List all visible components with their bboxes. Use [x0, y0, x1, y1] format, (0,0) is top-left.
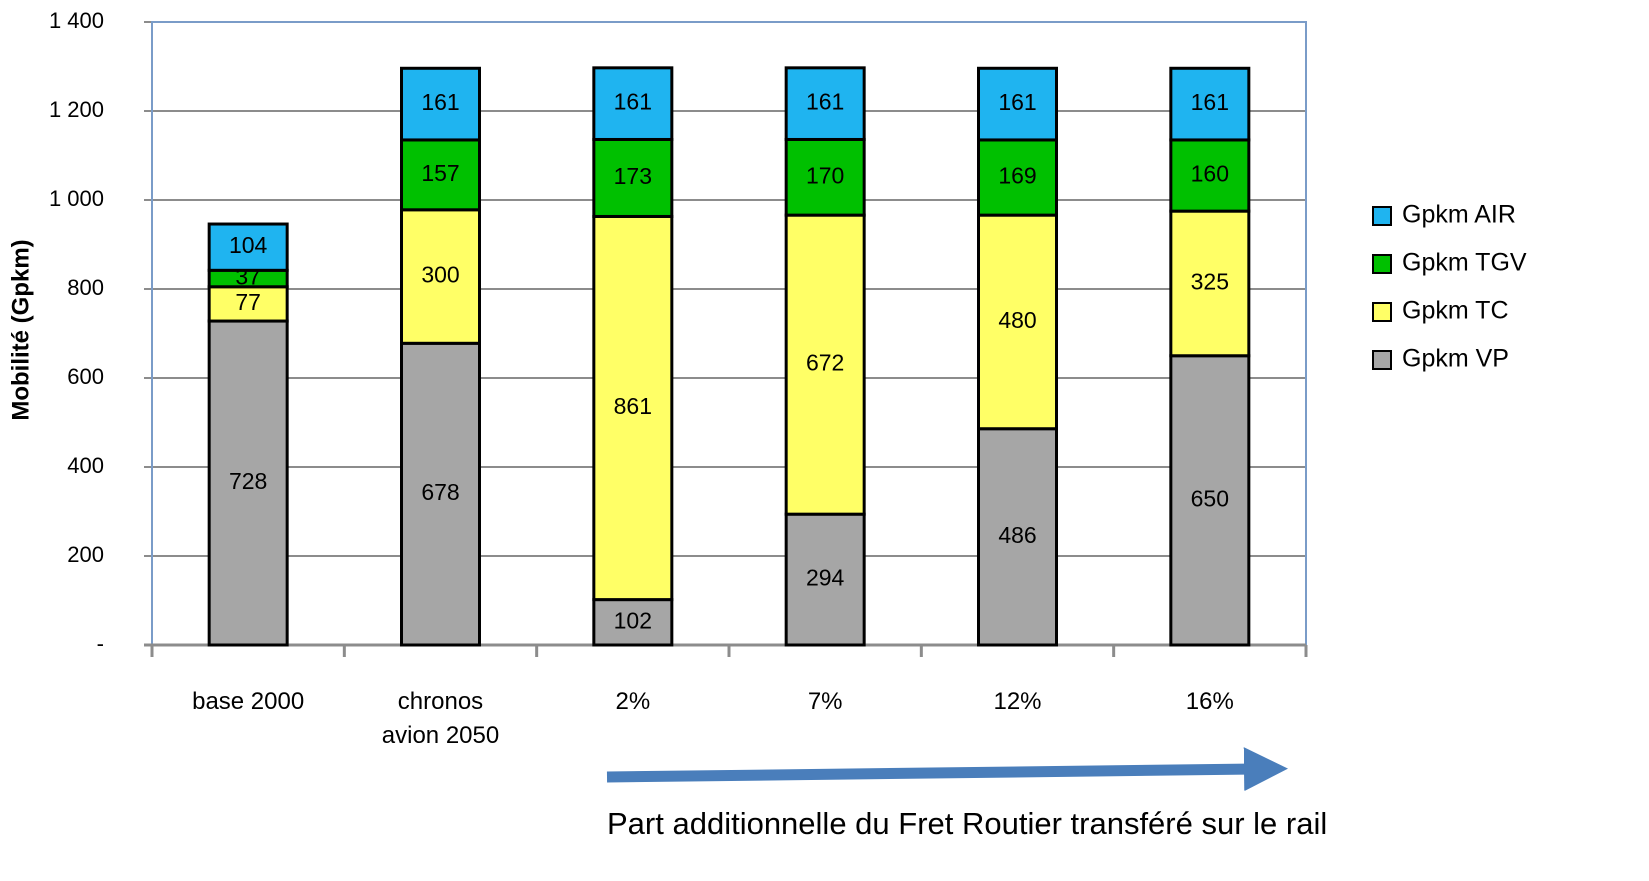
data-label: 104	[229, 232, 268, 258]
data-label: 294	[806, 565, 845, 591]
y-tick-label: -	[97, 631, 104, 656]
bar-segment	[207, 319, 289, 647]
data-label: 486	[998, 522, 1036, 548]
bar-segment	[977, 66, 1058, 142]
annotation: Part additionnelle du Fret Routier trans…	[607, 806, 1327, 841]
x-tick-label: 16%	[1185, 688, 1234, 715]
bar-segment	[592, 214, 674, 602]
legend-swatch	[1372, 254, 1392, 274]
x-tick-label: chronos avion 2050	[381, 688, 500, 749]
legend-swatch	[1372, 206, 1392, 226]
data-label: 102	[614, 607, 652, 633]
data-label: 300	[421, 262, 459, 288]
bar-segment	[592, 137, 674, 218]
legend-swatch	[1372, 302, 1392, 322]
bar-segment	[1169, 209, 1251, 358]
bar-segment	[977, 427, 1058, 647]
legend-label: Gpkm TGV	[1402, 249, 1527, 277]
data-label: 861	[614, 393, 652, 419]
data-label: 161	[998, 89, 1036, 115]
data-label: 480	[998, 307, 1036, 333]
y-tick-label: 1 200	[49, 97, 104, 122]
bar-segment	[207, 222, 289, 272]
bar-segment	[784, 512, 866, 647]
data-label: 77	[235, 289, 261, 315]
bar-segment	[400, 208, 481, 345]
y-axis-label: Mobilité (Gpkm)	[7, 239, 34, 420]
arrow	[606, 747, 1288, 792]
y-tick-label: 1 000	[49, 186, 104, 211]
legend-label: Gpkm TC	[1402, 297, 1509, 325]
y-tick-label: 1 400	[49, 8, 104, 33]
data-label: 157	[421, 160, 459, 186]
data-label: 170	[806, 162, 844, 188]
x-tick-label: 12%	[993, 688, 1042, 715]
bar-segment	[592, 66, 674, 141]
data-label: 650	[1191, 485, 1229, 511]
x-tick-label: 2%	[615, 688, 651, 715]
y-tick-label: 600	[67, 364, 104, 389]
bar-segment	[784, 137, 866, 217]
data-label: 672	[806, 350, 844, 376]
data-label: 169	[998, 163, 1036, 189]
bar-segment	[1169, 138, 1251, 213]
legend-label: Gpkm AIR	[1402, 201, 1516, 229]
legend-label: Gpkm VP	[1402, 345, 1509, 373]
data-label: 173	[614, 163, 652, 189]
bar-segment	[977, 138, 1058, 217]
data-label: 160	[1191, 161, 1229, 187]
y-tick-label: 400	[67, 453, 104, 478]
bar-segment	[1169, 66, 1251, 142]
y-tick-label: 800	[67, 275, 104, 300]
data-label: 161	[421, 89, 459, 115]
data-label: 161	[806, 89, 844, 115]
y-tick-label: 200	[67, 542, 104, 567]
data-label: 325	[1191, 269, 1229, 295]
bar-segment	[207, 285, 289, 323]
plot-border	[151, 21, 1307, 646]
bar-segment	[784, 66, 866, 141]
data-label: 678	[421, 479, 459, 505]
bar-segment	[784, 213, 866, 516]
bar-segment	[400, 66, 481, 142]
data-label: 728	[229, 468, 267, 494]
bar-segment	[1169, 354, 1251, 647]
x-tick-label: 7%	[807, 688, 843, 715]
legend-swatch	[1372, 350, 1392, 370]
data-label: 161	[614, 89, 652, 115]
data-label: 161	[1191, 89, 1229, 115]
x-tick-label: base 2000	[192, 688, 305, 715]
